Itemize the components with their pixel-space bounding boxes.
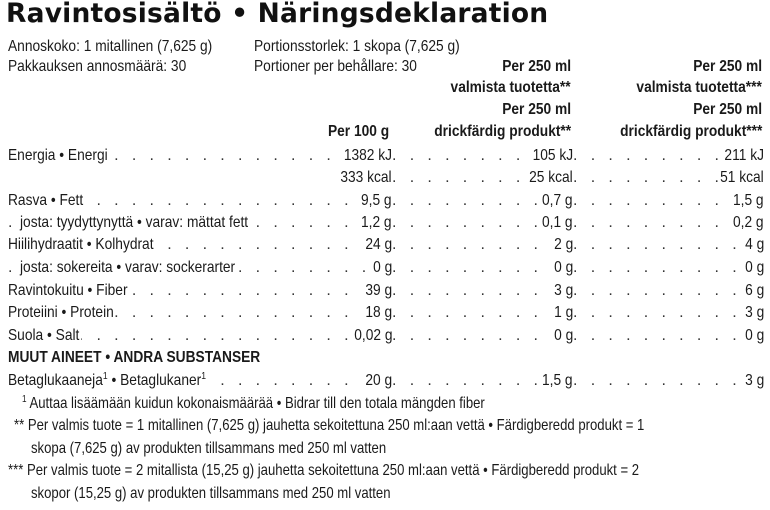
value-per-250ml-2: 4 g (742, 235, 764, 255)
nutrient-label: Suola • Salt (8, 326, 82, 346)
servings-count-fi: Pakkauksen annosmäärä: 30 (8, 58, 187, 75)
value-per-250ml-1: 1,5 g (539, 371, 573, 391)
nutrient-row-fat: . . . . . . . . . . . . . . . . . . . . … (8, 191, 764, 211)
nutrient-label: Betaglukaaneja1 • Betaglukaner1 (8, 371, 208, 391)
nutrient-label: Hiilihydraatit • Kolhydrat (8, 235, 156, 255)
value-per-250ml-1: 0 g (551, 258, 573, 278)
col2-header-sv-1: Per 250 ml (502, 101, 571, 118)
other-substances-heading: MUUT AINEET • ANDRA SUBSTANSER (8, 349, 261, 366)
nutrient-label: Energia • Energi (8, 146, 110, 166)
value-per-100g: 24 g (362, 235, 392, 255)
serving-size-fi: Annoskoko: 1 mitallinen (7,625 g) (8, 38, 213, 55)
value-per-250ml-2: 51 kcal (717, 168, 764, 188)
footnote-1: 1 Auttaa lisäämään kuidun kokonaismäärää… (22, 394, 485, 412)
value-per-250ml-1: 0 g (551, 326, 573, 346)
nutrient-row-saturated-fat: . . . . . . . . . . . . . . . . . . . . … (8, 213, 764, 233)
nutrient-row-carbohydrate: . . . . . . . . . . . . . . . . . . . . … (8, 235, 764, 255)
col2-header-fi-2: valmista tuotetta** (450, 79, 571, 96)
nutrient-label: Proteiini • Protein (8, 303, 116, 323)
value-per-250ml-1: 0,1 g (539, 213, 573, 233)
value-per-250ml-2: 3 g (742, 303, 764, 323)
value-per-250ml-1: 0,7 g (539, 191, 573, 211)
nutrient-label: josta: tyydyttynyttä • varav: mättat fet… (20, 213, 250, 233)
value-per-100g: 39 g (362, 281, 392, 301)
col3-header-fi-1: Per 250 ml (693, 58, 762, 75)
value-per-100g: 9,5 g (358, 191, 392, 211)
value-per-250ml-1: 25 kcal (526, 168, 573, 188)
col3-header-sv-1: Per 250 ml (693, 101, 762, 118)
value-per-250ml-1: 1 g (551, 303, 573, 323)
value-per-250ml-1: 3 g (551, 281, 573, 301)
value-per-100g: 0,02 g (351, 326, 392, 346)
nutrient-row-energy-kcal: 333 kcal . . . . . . . . . . . . . . . .… (8, 168, 764, 190)
value-per-100g: 333 kcal (338, 168, 392, 188)
nutrient-row-salt: . . . . . . . . . . . . . . . . . . . . … (8, 326, 764, 346)
nutrient-row-protein: . . . . . . . . . . . . . . . . . . . . … (8, 303, 764, 323)
nutrient-row-energy-kj: . . . . . . . . . . . . . . . . . . . . … (8, 146, 764, 166)
footnote-3: *** Per valmis tuote = 2 mitallista (15,… (8, 462, 640, 479)
value-per-100g: 18 g (362, 303, 392, 323)
nutrient-row-sugars: . . . . . . . . . . . . . . . . . . . . … (8, 258, 764, 278)
value-per-100g: 1,2 g (358, 213, 392, 233)
value-per-100g: 20 g (362, 371, 392, 391)
value-per-250ml-1: 105 kJ (529, 146, 573, 166)
value-per-250ml-2: 6 g (742, 281, 764, 301)
value-per-250ml-2: 3 g (742, 371, 764, 391)
value-per-250ml-2: 0 g (742, 326, 764, 346)
col2-header-fi-1: Per 250 ml (502, 58, 571, 75)
value-per-250ml-2: 0,2 g (730, 213, 764, 233)
value-per-250ml-1: 2 g (551, 235, 573, 255)
col3-header-fi-2: valmista tuotetta*** (636, 79, 762, 96)
serving-size-sv: Portionsstorlek: 1 skopa (7,625 g) (254, 38, 460, 55)
value-per-100g: 1382 kJ (341, 146, 392, 166)
footnote-3-cont: skopor (15,25 g) av produkten tillsamman… (31, 485, 391, 502)
footnote-2-cont: skopa (7,625 g) av produkten tillsammans… (31, 440, 387, 457)
page-title: Ravintosisältö • Näringsdeklaration (6, 0, 549, 29)
servings-count-sv: Portioner per behållare: 30 (254, 58, 417, 75)
nutrient-label: josta: sokereita • varav: sockerarter (20, 258, 237, 278)
nutrient-label: Ravintokuitu • Fiber (8, 281, 130, 301)
nutrient-label: Rasva • Fett (8, 191, 85, 211)
col3-header-sv-2: drickfärdig produkt*** (619, 123, 762, 140)
value-per-250ml-2: 1,5 g (730, 191, 764, 211)
nutrient-row-betaglucans: . . . . . . . . . . . . . . . . . . . . … (8, 371, 764, 391)
value-per-100g: 0 g (370, 258, 392, 278)
nutrient-row-fiber: . . . . . . . . . . . . . . . . . . . . … (8, 281, 764, 301)
footnote-2: ** Per valmis tuote = 1 mitallinen (7,62… (14, 417, 645, 434)
col2-header-sv-2: drickfärdig produkt** (434, 123, 571, 140)
value-per-250ml-2: 211 kJ (721, 146, 764, 166)
col1-header: Per 100 g (327, 123, 389, 140)
value-per-250ml-2: 0 g (742, 258, 764, 278)
